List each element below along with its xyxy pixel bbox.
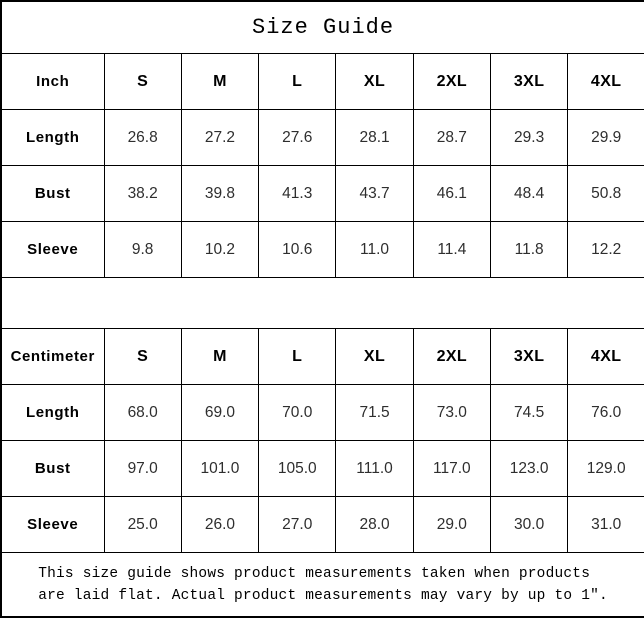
measurement-cell: 43.7 <box>335 165 414 222</box>
measurement-cell: 27.2 <box>180 109 260 166</box>
measurement-cell: 76.0 <box>567 384 644 441</box>
measurement-cell: 71.5 <box>335 384 414 441</box>
size-header: L <box>258 328 337 385</box>
measurement-cell: 26.0 <box>180 496 260 553</box>
footnote-text: This size guide shows product measuremen… <box>38 563 608 607</box>
row-label: Length <box>0 109 105 166</box>
measurement-cell: 10.2 <box>180 221 260 278</box>
row-label: Sleeve <box>0 496 105 553</box>
title-row: Size Guide <box>0 0 644 54</box>
size-header: 4XL <box>567 328 644 385</box>
size-header: XL <box>335 328 414 385</box>
measurement-cell: 97.0 <box>103 440 182 497</box>
row-label: Bust <box>0 440 105 497</box>
size-header: L <box>258 53 337 110</box>
spacer-row <box>0 277 644 329</box>
measurement-cell: 129.0 <box>567 440 644 497</box>
measurement-cell: 12.2 <box>567 221 644 278</box>
measurement-cell: 11.0 <box>335 221 414 278</box>
measurement-cell: 25.0 <box>103 496 182 553</box>
cm-sleeve-row: Sleeve 25.0 26.0 27.0 28.0 29.0 30.0 31.… <box>0 496 644 553</box>
unit-label-inch: Inch <box>0 53 105 110</box>
size-header: 3XL <box>489 53 569 110</box>
size-header: 2XL <box>412 328 491 385</box>
measurement-cell: 38.2 <box>103 165 182 222</box>
spacer-cell <box>0 277 644 329</box>
cm-header-row: Centimeter S M L XL 2XL 3XL 4XL <box>0 328 644 385</box>
measurement-cell: 26.8 <box>103 109 182 166</box>
measurement-cell: 29.0 <box>412 496 491 553</box>
measurement-cell: 27.0 <box>258 496 337 553</box>
footnote-cell: This size guide shows product measuremen… <box>0 552 644 618</box>
measurement-cell: 69.0 <box>180 384 260 441</box>
measurement-cell: 30.0 <box>489 496 569 553</box>
size-header: S <box>103 328 182 385</box>
row-label: Length <box>0 384 105 441</box>
size-header: S <box>103 53 182 110</box>
measurement-cell: 101.0 <box>180 440 260 497</box>
cm-length-row: Length 68.0 69.0 70.0 71.5 73.0 74.5 76.… <box>0 384 644 441</box>
measurement-cell: 28.7 <box>412 109 491 166</box>
inch-bust-row: Bust 38.2 39.8 41.3 43.7 46.1 48.4 50.8 <box>0 165 644 222</box>
measurement-cell: 10.6 <box>258 221 337 278</box>
measurement-cell: 11.4 <box>412 221 491 278</box>
measurement-cell: 111.0 <box>335 440 414 497</box>
measurement-cell: 29.9 <box>567 109 644 166</box>
measurement-cell: 46.1 <box>412 165 491 222</box>
row-label: Bust <box>0 165 105 222</box>
measurement-cell: 74.5 <box>489 384 569 441</box>
size-header: M <box>180 328 260 385</box>
footnote-line2: are laid flat. Actual product measuremen… <box>38 587 608 604</box>
measurement-cell: 105.0 <box>258 440 337 497</box>
size-header: 4XL <box>567 53 644 110</box>
inch-length-row: Length 26.8 27.2 27.6 28.1 28.7 29.3 29.… <box>0 109 644 166</box>
measurement-cell: 28.0 <box>335 496 414 553</box>
inch-sleeve-row: Sleeve 9.8 10.2 10.6 11.0 11.4 11.8 12.2 <box>0 221 644 278</box>
measurement-cell: 123.0 <box>489 440 569 497</box>
measurement-cell: 11.8 <box>489 221 569 278</box>
footnote-row: This size guide shows product measuremen… <box>0 552 644 618</box>
size-header: 2XL <box>412 53 491 110</box>
cm-bust-row: Bust 97.0 101.0 105.0 111.0 117.0 123.0 … <box>0 440 644 497</box>
measurement-cell: 73.0 <box>412 384 491 441</box>
measurement-cell: 9.8 <box>103 221 182 278</box>
measurement-cell: 41.3 <box>258 165 337 222</box>
size-header: 3XL <box>489 328 569 385</box>
measurement-cell: 29.3 <box>489 109 569 166</box>
measurement-cell: 39.8 <box>180 165 260 222</box>
measurement-cell: 27.6 <box>258 109 337 166</box>
footnote-line1: This size guide shows product measuremen… <box>38 565 591 582</box>
inch-header-row: Inch S M L XL 2XL 3XL 4XL <box>0 53 644 110</box>
row-label: Sleeve <box>0 221 105 278</box>
measurement-cell: 68.0 <box>103 384 182 441</box>
measurement-cell: 28.1 <box>335 109 414 166</box>
size-header: XL <box>335 53 414 110</box>
measurement-cell: 31.0 <box>567 496 644 553</box>
measurement-cell: 50.8 <box>567 165 644 222</box>
measurement-cell: 70.0 <box>258 384 337 441</box>
measurement-cell: 117.0 <box>412 440 491 497</box>
page-title: Size Guide <box>0 0 644 54</box>
unit-label-centimeter: Centimeter <box>0 328 105 385</box>
measurement-cell: 48.4 <box>489 165 569 222</box>
size-header: M <box>180 53 260 110</box>
